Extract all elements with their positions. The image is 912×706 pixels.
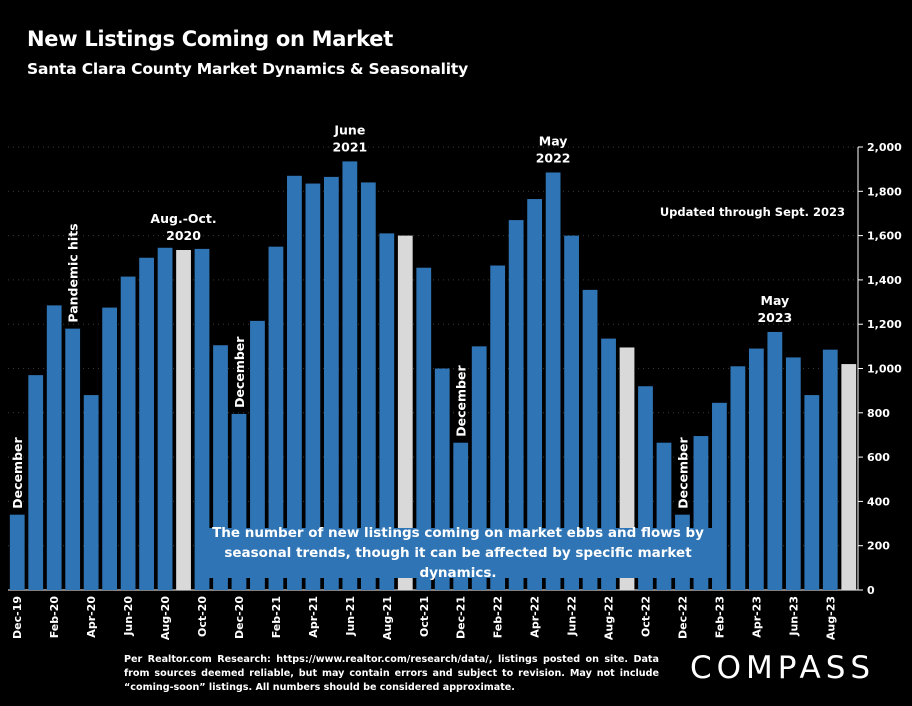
x-tick-label: Jun-23 [787, 596, 800, 637]
bar-Jun-22 [564, 235, 579, 590]
callout-box: The number of new listings coming on mar… [198, 525, 718, 581]
bar-Mar-20 [65, 328, 81, 590]
updated-note: Updated through Sept. 2023 [660, 205, 845, 219]
bar-Aug-20 [157, 247, 173, 590]
bar-Feb-20 [46, 305, 62, 590]
y-tick-label: 1,800 [867, 185, 902, 198]
chart-title: New Listings Coming on Market [27, 27, 393, 51]
x-tick-label: Aug-20 [159, 596, 172, 640]
chart-subtitle: Santa Clara County Market Dynamics & Sea… [27, 60, 469, 78]
y-tick-label: 0 [867, 584, 875, 597]
annotation-label: December [454, 365, 469, 437]
y-tick-label: 800 [867, 407, 890, 420]
annotation-label: 2021 [332, 139, 367, 154]
x-tick-label: Dec-19 [11, 596, 24, 639]
x-tick-label: Feb-20 [48, 596, 61, 639]
bar-Jun-20 [120, 276, 136, 590]
x-tick-label: Dec-22 [676, 596, 689, 639]
x-tick-label: Apr-20 [85, 596, 98, 638]
x-tick-label: Aug-21 [381, 596, 394, 640]
x-tick-label: Apr-21 [307, 596, 320, 638]
annotation-label: Aug.-Oct. [150, 211, 216, 226]
annotation-label: December [10, 436, 25, 508]
y-tick-label: 1,400 [867, 274, 902, 287]
bar-Apr-22 [527, 199, 543, 591]
x-tick-label: Dec-20 [233, 596, 246, 639]
y-tick-label: 600 [867, 451, 890, 464]
x-tick-label: Oct-22 [640, 596, 653, 637]
compass-logo: COMPASS [690, 650, 876, 686]
bar-Jan-20 [28, 375, 44, 590]
x-tick-label: Jun-22 [566, 596, 579, 637]
x-tick-label: Feb-21 [270, 596, 283, 638]
annotation-label: December [675, 436, 690, 508]
x-tick-label: Oct-21 [418, 596, 431, 637]
callout-line-1: The number of new listings coming on mar… [212, 525, 704, 541]
bar-Feb-22 [490, 265, 506, 590]
x-tick-label: Dec-21 [455, 596, 468, 639]
annotation-label: May [761, 293, 790, 308]
bar-Mar-23 [730, 366, 746, 590]
y-tick-label: 400 [867, 495, 890, 508]
x-tick-label: Feb-23 [713, 596, 726, 638]
y-tick-label: 200 [867, 540, 890, 553]
bar-Oct-20 [194, 248, 210, 590]
annotation-label: December [232, 336, 247, 408]
bar-Jul-20 [139, 257, 154, 590]
bar-Apr-21 [305, 183, 321, 591]
bar-Aug-23 [822, 349, 838, 590]
callout-line-2: seasonal trends, though it can be affect… [224, 545, 692, 581]
y-tick-label: 1,600 [867, 230, 902, 243]
x-tick-label: Jun-20 [122, 596, 135, 637]
bar-Feb-21 [268, 246, 284, 591]
x-tick-label: Oct-20 [196, 596, 209, 637]
bar-Jul-21 [360, 182, 376, 590]
x-tick-label: Apr-22 [529, 596, 542, 638]
annotation-label: 2020 [166, 228, 201, 243]
bar-Apr-20 [83, 395, 99, 590]
annotation-label: 2022 [536, 150, 571, 165]
y-tick-label: 1,000 [867, 363, 902, 376]
bar-Aug-21 [379, 233, 395, 590]
annotation-label: Pandemic hits [66, 223, 81, 322]
bar-May-20 [102, 307, 118, 590]
x-tick-label: Aug-23 [824, 596, 837, 640]
bar-May-23 [767, 331, 783, 590]
bar-Sep-21 [397, 235, 413, 590]
bar-Sep-23 [841, 364, 857, 590]
bar-Mar-21 [287, 175, 302, 591]
bar-Jun-21 [342, 161, 358, 590]
bar-Aug-22 [601, 338, 616, 590]
source-footnote: Per Realtor.com Research: https://www.re… [124, 654, 659, 693]
y-tick-label: 1,200 [867, 318, 902, 331]
y-tick-label: 2,000 [867, 141, 902, 154]
x-tick-label: Feb-22 [492, 596, 505, 638]
annotation-label: May [539, 133, 568, 148]
bar-Jul-22 [582, 289, 598, 590]
bar-Apr-23 [748, 348, 764, 590]
x-tick-label: Aug-22 [603, 596, 616, 640]
annotation-label: June [333, 122, 365, 137]
bar-Jun-23 [785, 357, 801, 590]
bar-Mar-22 [508, 220, 524, 590]
bar-Sep-20 [176, 249, 191, 590]
annotation-label: 2023 [757, 310, 792, 325]
x-tick-label: Apr-23 [750, 596, 763, 638]
bar-Jan-21 [250, 320, 265, 590]
bar-Dec-19 [9, 514, 25, 590]
bar-Oct-21 [416, 267, 432, 590]
bar-May-21 [323, 176, 339, 590]
bar-Jul-23 [804, 395, 820, 590]
bar-May-22 [545, 172, 561, 590]
x-tick-label: Jun-21 [344, 596, 357, 637]
